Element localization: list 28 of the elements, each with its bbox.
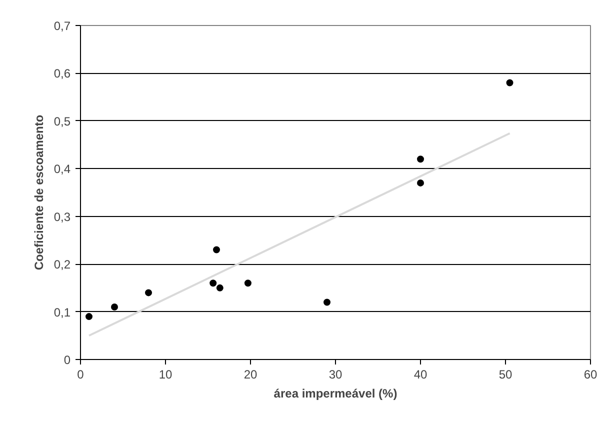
x-tick-label: 30 (328, 368, 342, 382)
x-tick-label: 10 (158, 368, 172, 382)
y-tick-label: 0,4 (54, 162, 71, 176)
point (417, 156, 424, 163)
point (506, 79, 514, 86)
point (216, 284, 224, 292)
point (145, 289, 152, 296)
x-tick-label: 50 (498, 368, 512, 382)
y-tick-label: 0,1 (54, 305, 71, 320)
x-tick-label: 0 (77, 368, 84, 382)
point (244, 280, 252, 287)
point (417, 179, 424, 186)
x-tick-label: 40 (414, 368, 428, 382)
y-axis-title: Coeficiente de escoamento (32, 114, 46, 270)
point (86, 313, 92, 320)
y-tick-label: 0,6 (54, 66, 71, 81)
y-tick-label: 0,7 (54, 19, 71, 33)
y-tick-label: 0,3 (54, 210, 71, 224)
x-tick-label: 20 (244, 368, 258, 382)
y-tick-label: 0,5 (54, 114, 71, 128)
point (324, 298, 330, 306)
point (111, 304, 118, 311)
y-tick-label: 0 (64, 353, 71, 367)
point (210, 280, 217, 287)
x-axis-title: área impermeável (%) (274, 386, 398, 400)
point (213, 246, 220, 254)
x-tick-label: 60 (584, 368, 598, 382)
y-tick-label: 0,2 (54, 258, 71, 272)
